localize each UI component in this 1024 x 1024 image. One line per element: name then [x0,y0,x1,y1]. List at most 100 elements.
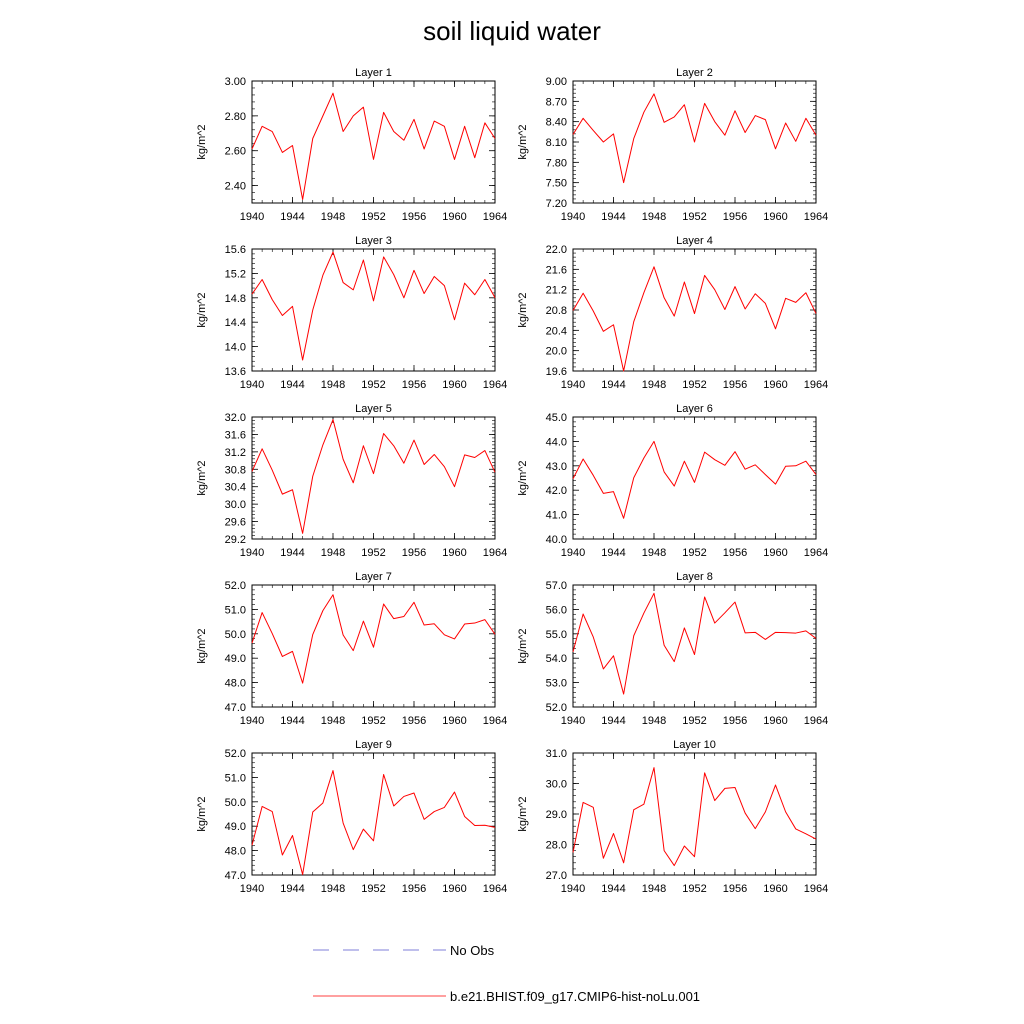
x-tick-label: 1940 [561,379,585,391]
x-tick-label: 1960 [763,715,787,727]
y-tick-label: 14.8 [225,293,246,305]
y-tick-label: 20.4 [546,325,567,337]
x-tick-label: 1960 [442,379,466,391]
plot-frame [251,752,496,876]
x-tick-label: 1960 [763,883,787,895]
x-tick-label: 1940 [240,547,264,559]
x-tick-label: 1944 [280,379,304,391]
y-tick-label: 52.0 [225,748,246,760]
x-tick-label: 1952 [682,379,706,391]
y-tick-label: 31.0 [546,748,567,760]
x-tick-label: 1960 [763,211,787,223]
x-tick-label: 1952 [361,715,385,727]
series-line [572,266,817,372]
panel-layer-10: Layer 10 kg/m^2 1940 1944 1948 1952 1956 1960 19… [517,739,828,895]
x-tick-label: 1944 [280,211,304,223]
y-tick-label: 9.00 [546,76,567,88]
x-tick-label: 1948 [642,379,666,391]
y-tick-label: 7.50 [546,178,567,190]
legend-label-no-obs: No Obs [450,943,495,958]
x-tick-label: 1956 [723,211,747,223]
y-axis-label: kg/m^2 [517,124,529,159]
series-line [572,592,817,695]
y-axis-label: kg/m^2 [517,292,529,327]
panel-layer-4: Layer 4 kg/m^2 1940 1944 1948 1952 1956 1960 196… [517,235,828,391]
x-tick-label: 1952 [682,715,706,727]
y-tick-label: 48.0 [225,846,246,858]
y-axis-label: kg/m^2 [517,460,529,495]
y-tick-label: 8.10 [546,137,567,149]
y-tick-label: 21.2 [546,285,567,297]
y-tick-label: 20.8 [546,305,567,317]
y-tick-label: 14.4 [225,317,246,329]
x-tick-label: 1944 [601,379,625,391]
x-tick-label: 1960 [763,379,787,391]
y-tick-label: 57.0 [546,580,567,592]
x-tick-label: 1956 [402,547,426,559]
x-tick-label: 1964 [483,547,507,559]
plot-frame [572,584,817,708]
y-tick-label: 29.6 [225,517,246,529]
y-tick-label: 49.0 [225,821,246,833]
y-tick-label: 30.8 [225,464,246,476]
x-tick-label: 1948 [321,715,345,727]
x-tick-label: 1948 [321,379,345,391]
panel-layer-5: Layer 5 kg/m^2 1940 1944 1948 1952 1956 1960 196… [196,403,507,559]
panel-layer-6: Layer 6 kg/m^2 1940 1944 1948 1952 1956 1960 196… [517,403,828,559]
y-tick-label: 15.2 [225,268,246,280]
y-tick-label: 47.0 [225,870,246,882]
x-tick-label: 1952 [682,211,706,223]
figure-title: soil liquid water [423,16,601,46]
y-tick-label: 45.0 [546,412,567,424]
series-line [251,594,496,684]
y-tick-label: 21.6 [546,264,567,276]
x-tick-label: 1960 [763,547,787,559]
x-tick-label: 1964 [804,379,828,391]
x-tick-label: 1940 [240,883,264,895]
y-tick-label: 47.0 [225,702,246,714]
y-tick-label: 43.0 [546,461,567,473]
x-tick-label: 1948 [642,715,666,727]
x-tick-label: 1940 [561,715,585,727]
plot-frame [251,416,496,540]
x-tick-label: 1944 [280,547,304,559]
y-tick-label: 13.6 [225,366,246,378]
x-tick-label: 1964 [483,379,507,391]
y-tick-label: 41.0 [546,510,567,522]
y-tick-label: 2.40 [225,181,246,193]
panel-title: Layer 1 [355,67,392,79]
panel-title: Layer 7 [355,571,392,583]
x-tick-label: 1944 [601,715,625,727]
y-tick-label: 51.0 [225,604,246,616]
x-tick-label: 1956 [402,715,426,727]
x-tick-label: 1956 [723,379,747,391]
x-tick-label: 1956 [723,883,747,895]
y-tick-label: 40.0 [546,534,567,546]
y-tick-label: 31.6 [225,429,246,441]
y-tick-label: 14.0 [225,342,246,354]
y-tick-label: 30.0 [546,779,567,791]
y-tick-label: 29.2 [225,534,246,546]
y-tick-label: 8.70 [546,96,567,108]
y-axis-label: kg/m^2 [196,460,208,495]
x-tick-label: 1948 [642,211,666,223]
y-tick-label: 52.0 [225,580,246,592]
x-tick-label: 1964 [483,883,507,895]
y-tick-label: 8.40 [546,117,567,129]
x-tick-label: 1940 [561,883,585,895]
panel-title: Layer 2 [676,67,713,79]
y-axis-label: kg/m^2 [517,796,529,831]
x-tick-label: 1956 [402,379,426,391]
plot-frame [572,248,817,372]
x-tick-label: 1952 [361,379,385,391]
y-tick-label: 3.00 [225,76,246,88]
series-line [251,251,496,361]
x-tick-label: 1944 [601,547,625,559]
y-axis-label: kg/m^2 [196,628,208,663]
plot-frame [572,416,817,540]
legend: No Obs b.e21.BHIST.f09_g17.CMIP6-hist-no… [313,943,700,1004]
x-tick-label: 1960 [442,547,466,559]
panel-layer-3: Layer 3 kg/m^2 1940 1944 1948 1952 1956 1960 196… [196,235,507,391]
x-tick-label: 1956 [723,547,747,559]
